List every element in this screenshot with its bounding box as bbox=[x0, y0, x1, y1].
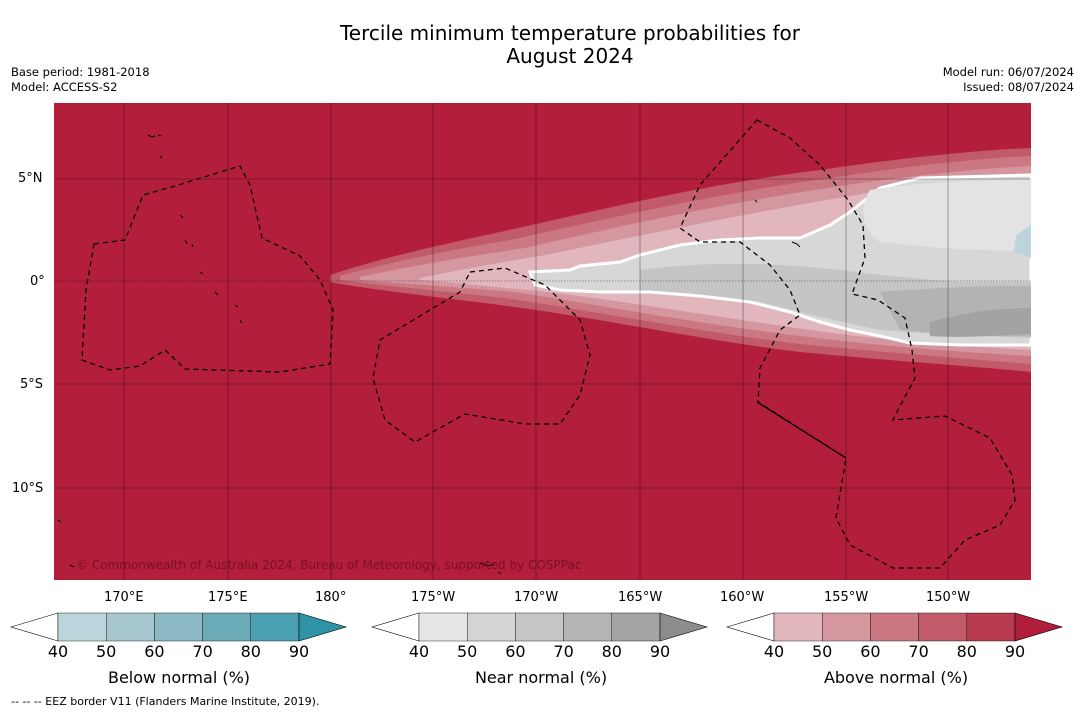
model-name: Model: ACCESS-S2 bbox=[11, 80, 118, 94]
near-normal-80 bbox=[930, 308, 1031, 337]
colorbar-tick-label: 70 bbox=[908, 642, 929, 661]
gridlines bbox=[54, 103, 1031, 580]
lat-label-5s: 5°S bbox=[20, 377, 44, 392]
colorbar-tick-label: 60 bbox=[144, 642, 165, 661]
colorbar-tick-label: 60 bbox=[860, 642, 881, 661]
colorbar-tick-label: 40 bbox=[763, 642, 785, 661]
colorbar-segment bbox=[57, 612, 107, 642]
colorbar-tick-label: 90 bbox=[1004, 642, 1026, 661]
colorbar-tick-label: 70 bbox=[553, 642, 574, 661]
meta-left: Base period: 1981-2018 Model: ACCESS-S2 bbox=[11, 65, 150, 95]
colorbar-tick-label: 80 bbox=[601, 642, 622, 661]
colorbar-left-arrow bbox=[725, 612, 775, 642]
colorbar-tick-label: 70 bbox=[192, 642, 213, 661]
map-fill: © Commonwealth of Australia 2024, Bureau… bbox=[54, 103, 1031, 580]
colorbar-left-arrow bbox=[370, 612, 420, 642]
colorbar-segment bbox=[105, 612, 155, 642]
colorbar-label-near: Near normal (%) bbox=[474, 668, 608, 687]
eez-kiribati-line bbox=[679, 119, 1016, 569]
title-line-1: Tercile minimum temperature probabilitie… bbox=[339, 21, 801, 45]
colorbars bbox=[9, 612, 1064, 642]
colorbar-segment bbox=[202, 612, 252, 642]
issued-date: Issued: 08/07/2024 bbox=[963, 80, 1074, 94]
colorbar-tick-label: 80 bbox=[240, 642, 261, 661]
colorbar-segment bbox=[870, 612, 919, 642]
model-run: Model run: 06/07/2024 bbox=[942, 65, 1074, 79]
colorbar-segment bbox=[467, 612, 516, 642]
lon-label-170e: 170°E bbox=[104, 590, 144, 605]
lon-label-170w: 170°W bbox=[514, 590, 559, 605]
colorbar-below-normal bbox=[9, 612, 348, 642]
lon-label-175w: 175°W bbox=[411, 590, 456, 605]
lat-label-0: 0° bbox=[30, 274, 45, 289]
colorbar-tick-label: 40 bbox=[47, 642, 69, 661]
eez-borders bbox=[81, 119, 1016, 569]
islands bbox=[57, 134, 801, 575]
meta-right: Model run: 06/07/2024 Issued: 08/07/2024 bbox=[943, 65, 1074, 95]
colorbar-segment bbox=[563, 612, 612, 642]
colorbar-label-below: Below normal (%) bbox=[107, 668, 251, 687]
colorbar-tick-label: 90 bbox=[649, 642, 671, 661]
colorbar-segment bbox=[250, 612, 300, 642]
lon-label-165w: 165°W bbox=[618, 590, 663, 605]
colorbar-tick-label: 50 bbox=[812, 642, 833, 661]
copyright-text: © Commonwealth of Australia 2024, Bureau… bbox=[76, 558, 581, 572]
colorbar-segment bbox=[918, 612, 967, 642]
colorbar-right-arrow bbox=[659, 612, 709, 642]
colorbar-tick-label: 60 bbox=[505, 642, 526, 661]
chart-title: Tercile minimum temperature probabilitie… bbox=[0, 22, 1085, 68]
colorbar-tick-label: 90 bbox=[288, 642, 310, 661]
colorbar-above-normal bbox=[725, 612, 1064, 642]
lon-label-175e: 175°E bbox=[208, 590, 248, 605]
colorbar-segment bbox=[515, 612, 564, 642]
lon-label-150w: 150°W bbox=[926, 590, 971, 605]
colorbar-tick-label: 50 bbox=[457, 642, 478, 661]
colorbar-segment bbox=[418, 612, 468, 642]
eez-kiribati-gilbert bbox=[81, 165, 334, 373]
colorbar-tick-label: 40 bbox=[408, 642, 430, 661]
title-line-2: August 2024 bbox=[506, 44, 634, 68]
base-period: Base period: 1981-2018 bbox=[11, 65, 150, 79]
colorbar-segment bbox=[611, 612, 661, 642]
lon-label-180: 180° bbox=[315, 590, 347, 605]
colorbar-right-arrow bbox=[298, 612, 348, 642]
colorbar-label-above: Above normal (%) bbox=[823, 668, 969, 687]
colorbar-tick-label: 80 bbox=[956, 642, 977, 661]
colorbar-near-normal bbox=[370, 612, 709, 642]
lat-label-5n: 5°N bbox=[18, 171, 43, 186]
colorbar-segment bbox=[966, 612, 1016, 642]
near-normal-50-light bbox=[863, 180, 1031, 251]
colorbar-right-arrow bbox=[1014, 612, 1064, 642]
colorbar-segment bbox=[822, 612, 871, 642]
below-normal-patch bbox=[1014, 225, 1031, 258]
eez-solid-segment bbox=[756, 401, 847, 459]
lat-label-10s: 10°S bbox=[12, 481, 44, 496]
colorbar-segment bbox=[154, 612, 203, 642]
colorbar-segment bbox=[773, 612, 823, 642]
colorbar-tick-label: 50 bbox=[96, 642, 117, 661]
lon-label-155w: 155°W bbox=[824, 590, 869, 605]
colorbar-left-arrow bbox=[9, 612, 59, 642]
eez-footer-note: -- -- -- EEZ border V11 (Flanders Marine… bbox=[11, 695, 320, 708]
lon-label-160w: 160°W bbox=[720, 590, 765, 605]
eez-kiribati-phoenix bbox=[372, 267, 591, 443]
